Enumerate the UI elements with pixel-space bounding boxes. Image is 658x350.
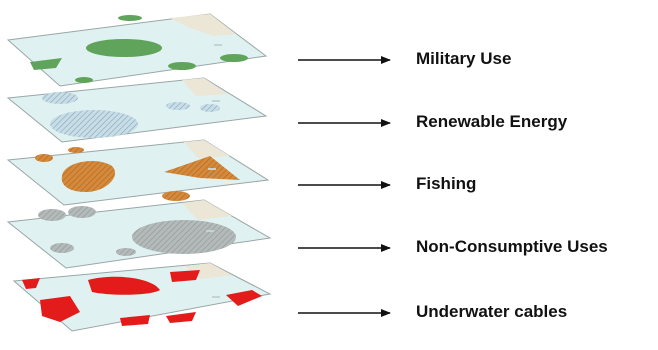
- cable-zone: [88, 276, 160, 295]
- cable-zone: [226, 290, 262, 306]
- map-detail: [212, 296, 220, 298]
- map-layer-renewable-energy: [6, 77, 268, 143]
- label-non-consumptive-uses: Non-Consumptive Uses: [416, 237, 608, 256]
- label-underwater-cables: Underwater cables: [416, 302, 568, 321]
- map-layer-military-use: [6, 13, 268, 87]
- map-detail: [208, 168, 216, 170]
- use-zone: [132, 220, 236, 254]
- map-layer-non-consumptive-uses: [6, 199, 272, 269]
- military-zone: [75, 77, 93, 83]
- map-layer-underwater-cables: [12, 262, 272, 332]
- use-zone: [116, 248, 136, 256]
- label-renewable-energy: Renewable Energy: [416, 112, 568, 131]
- energy-zone: [200, 104, 220, 112]
- land-area: [182, 200, 232, 220]
- fishing-zone: [68, 147, 84, 153]
- land-area: [182, 78, 228, 96]
- map-layer-fishing: [6, 139, 270, 206]
- land-area: [170, 14, 236, 36]
- use-zone: [38, 209, 66, 221]
- energy-zone: [50, 110, 138, 138]
- label-military-use: Military Use: [416, 49, 512, 68]
- map-sheet: [6, 77, 268, 143]
- energy-zone: [42, 92, 78, 104]
- military-zone: [220, 54, 248, 62]
- military-zone: [86, 39, 162, 57]
- cable-zone: [166, 312, 196, 323]
- use-zone: [50, 243, 74, 253]
- military-zone: [168, 62, 196, 70]
- map-detail: [214, 44, 222, 46]
- military-zone: [30, 58, 62, 70]
- fishing-zone: [162, 191, 190, 201]
- cable-zone: [22, 278, 40, 289]
- land-area: [184, 140, 230, 158]
- label-fishing: Fishing: [416, 174, 477, 193]
- map-detail: [212, 100, 220, 102]
- fishing-zone: [35, 154, 53, 162]
- use-zone: [68, 206, 96, 218]
- fishing-zone: [164, 156, 240, 180]
- cable-zone: [120, 315, 150, 326]
- fishing-zone: [61, 161, 116, 192]
- map-detail: [206, 230, 214, 232]
- cable-zone: [170, 270, 200, 282]
- cable-zone: [40, 296, 80, 322]
- military-zone: [118, 15, 142, 21]
- energy-zone: [166, 102, 190, 110]
